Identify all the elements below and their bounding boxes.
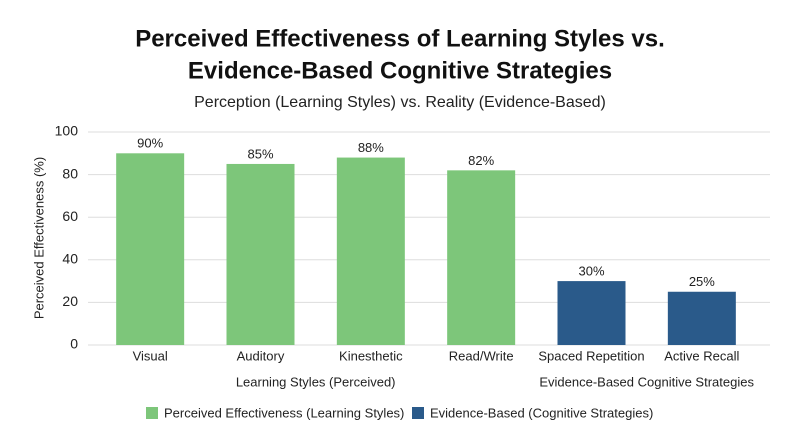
legend-swatch bbox=[412, 407, 424, 419]
legend-label: Evidence-Based (Cognitive Strategies) bbox=[430, 405, 653, 420]
x-tick-label: Read/Write bbox=[449, 348, 514, 363]
x-tick-label: Spaced Repetition bbox=[538, 348, 644, 363]
chart-subtitle: Perception (Learning Styles) vs. Reality… bbox=[194, 94, 606, 111]
bar bbox=[226, 163, 295, 345]
legend-label: Perceived Effectiveness (Learning Styles… bbox=[164, 405, 404, 420]
y-tick-label: 40 bbox=[62, 251, 78, 267]
bar bbox=[667, 291, 736, 345]
y-tick-label: 0 bbox=[70, 336, 78, 352]
value-label: 82% bbox=[468, 153, 494, 168]
value-label: 85% bbox=[247, 146, 273, 161]
y-axis-label: Perceived Effectiveness (%) bbox=[31, 157, 46, 319]
chart-title: Perceived Effectiveness of Learning Styl… bbox=[135, 25, 665, 52]
value-label: 88% bbox=[358, 140, 384, 155]
y-tick-label: 100 bbox=[55, 123, 79, 139]
bar bbox=[116, 153, 185, 345]
y-tick-label: 60 bbox=[62, 208, 78, 224]
y-tick-label: 20 bbox=[62, 293, 78, 309]
x-tick-label: Visual bbox=[133, 348, 168, 363]
x-tick-label: Auditory bbox=[237, 348, 285, 363]
bar bbox=[557, 281, 626, 345]
group-label: Evidence-Based Cognitive Strategies bbox=[539, 374, 754, 389]
legend-swatch bbox=[146, 407, 158, 419]
x-tick-label: Kinesthetic bbox=[339, 348, 403, 363]
value-label: 30% bbox=[578, 264, 604, 279]
group-label: Learning Styles (Perceived) bbox=[236, 374, 396, 389]
chart-title: Evidence-Based Cognitive Strategies bbox=[188, 57, 612, 84]
bar bbox=[447, 170, 516, 345]
x-tick-label: Active Recall bbox=[664, 348, 739, 363]
value-label: 25% bbox=[689, 274, 715, 289]
bar bbox=[336, 157, 405, 345]
y-tick-label: 80 bbox=[62, 165, 78, 181]
value-label: 90% bbox=[137, 136, 163, 151]
